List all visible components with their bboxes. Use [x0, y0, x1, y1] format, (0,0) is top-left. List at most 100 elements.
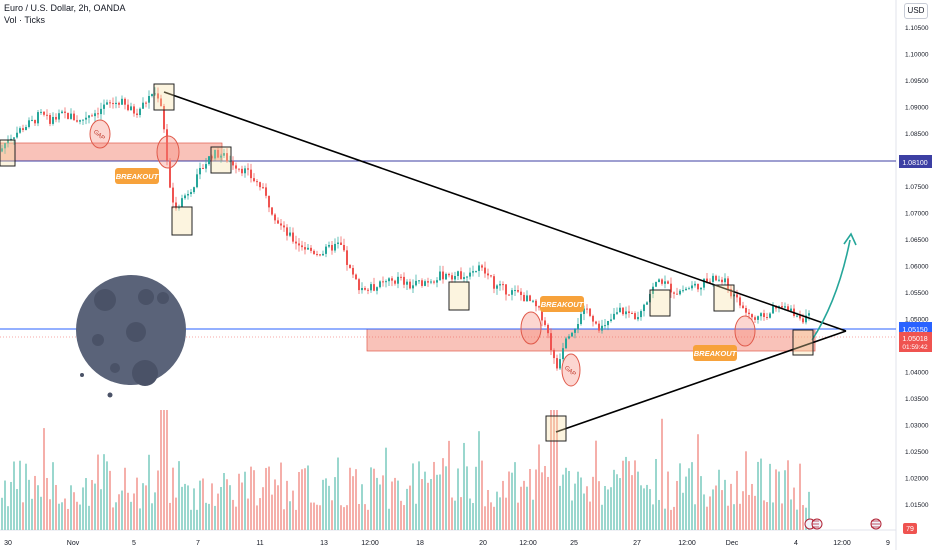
volume-bar: [478, 431, 480, 530]
candle-body: [589, 308, 591, 316]
highlight-box[interactable]: [792, 329, 814, 356]
volume-bar: [202, 478, 204, 530]
volume-bar: [166, 410, 168, 530]
candle-body: [499, 284, 501, 286]
candle-body: [673, 292, 675, 294]
breakout-circle[interactable]: [734, 315, 756, 347]
candle-body: [565, 338, 567, 349]
candle-body: [472, 271, 474, 273]
candle-body: [121, 98, 123, 105]
candle-body: [646, 302, 648, 305]
candle-body: [520, 291, 522, 295]
volume-bar: [565, 467, 567, 530]
candle-body: [454, 275, 456, 280]
candle-body: [70, 113, 72, 119]
volume-bar: [772, 502, 774, 530]
volume-bar: [328, 485, 330, 530]
candle-body: [418, 280, 420, 282]
volume-bar: [265, 467, 267, 530]
y-tick-label: 1.07000: [905, 211, 929, 218]
volume-bar: [322, 479, 324, 530]
projection-arrow[interactable]: [811, 239, 851, 341]
volume-bars: [1, 410, 810, 530]
volume-bar: [607, 489, 609, 530]
x-tick-label: 18: [416, 540, 424, 547]
candle-body: [403, 276, 405, 285]
candle-body: [655, 281, 657, 287]
candle-body: [340, 242, 342, 245]
highlight-box[interactable]: [153, 83, 175, 111]
gap-circle[interactable]: [89, 119, 111, 149]
candle-body: [91, 115, 93, 117]
volume-bar: [307, 465, 309, 530]
volume-bar: [451, 497, 453, 530]
volume-bar: [304, 468, 306, 530]
volume-bar: [271, 494, 273, 530]
candle-body: [34, 119, 36, 124]
volume-bar: [598, 481, 600, 530]
highlight-box[interactable]: [713, 284, 735, 312]
event-flags[interactable]: [804, 518, 882, 530]
volume-bar: [148, 454, 150, 530]
candle-body: [49, 115, 51, 124]
breakout-circle[interactable]: [520, 311, 542, 345]
volume-label: Vol · Ticks: [4, 15, 46, 25]
volume-bar: [508, 471, 510, 530]
volume-bar: [181, 486, 183, 530]
tv-badge[interactable]: [903, 523, 917, 534]
volume-bar: [682, 492, 684, 530]
last-price-text: 1.05018: [902, 336, 927, 343]
candle-body: [544, 320, 546, 325]
candle-body: [526, 295, 528, 302]
highlight-box[interactable]: [210, 146, 232, 174]
volume-bar: [685, 476, 687, 530]
highlight-box[interactable]: [649, 289, 671, 317]
volume-bar: [760, 458, 762, 530]
candle-body: [571, 332, 573, 337]
volume-bar: [253, 470, 255, 530]
volume-bar: [64, 498, 66, 530]
descending-trendline[interactable]: [163, 91, 847, 332]
volume-bar: [448, 440, 450, 530]
candle-body: [82, 119, 84, 121]
volume-bar: [178, 461, 180, 530]
candle-body: [220, 155, 222, 158]
volume-bar: [697, 434, 699, 530]
candle-body: [610, 319, 612, 322]
candle-body: [742, 305, 744, 309]
candle-body: [661, 279, 663, 284]
candle-body: [808, 313, 810, 316]
breakout-circle[interactable]: [156, 135, 180, 169]
candle-body: [511, 290, 513, 295]
volume-bar: [103, 454, 105, 530]
volume-bar: [91, 479, 93, 530]
volume-bar: [724, 479, 726, 530]
volume-bar: [145, 485, 147, 530]
highlight-box[interactable]: [0, 139, 16, 167]
volume-bar: [745, 451, 747, 530]
volume-bar: [136, 477, 138, 530]
candle-body: [304, 247, 306, 250]
candle-body: [712, 275, 714, 282]
gap-circle[interactable]: [561, 353, 581, 387]
ascending-trendline[interactable]: [555, 330, 847, 433]
candle-body: [292, 232, 294, 242]
candle-body: [643, 304, 645, 312]
candle-body: [532, 300, 534, 302]
candle-body: [235, 165, 237, 169]
highlight-box[interactable]: [545, 415, 567, 442]
volume-bar: [439, 474, 441, 530]
candle-body: [337, 242, 339, 244]
highlight-box[interactable]: [448, 281, 470, 311]
currency-button[interactable]: USD: [904, 3, 928, 19]
candle-body: [13, 137, 15, 139]
candle-body: [679, 290, 681, 295]
volume-bar: [550, 410, 552, 530]
highlight-box[interactable]: [171, 206, 193, 236]
candle-body: [352, 267, 354, 275]
candle-body: [490, 275, 492, 277]
volume-bar: [742, 491, 744, 530]
highlight-boxes: [0, 83, 814, 442]
